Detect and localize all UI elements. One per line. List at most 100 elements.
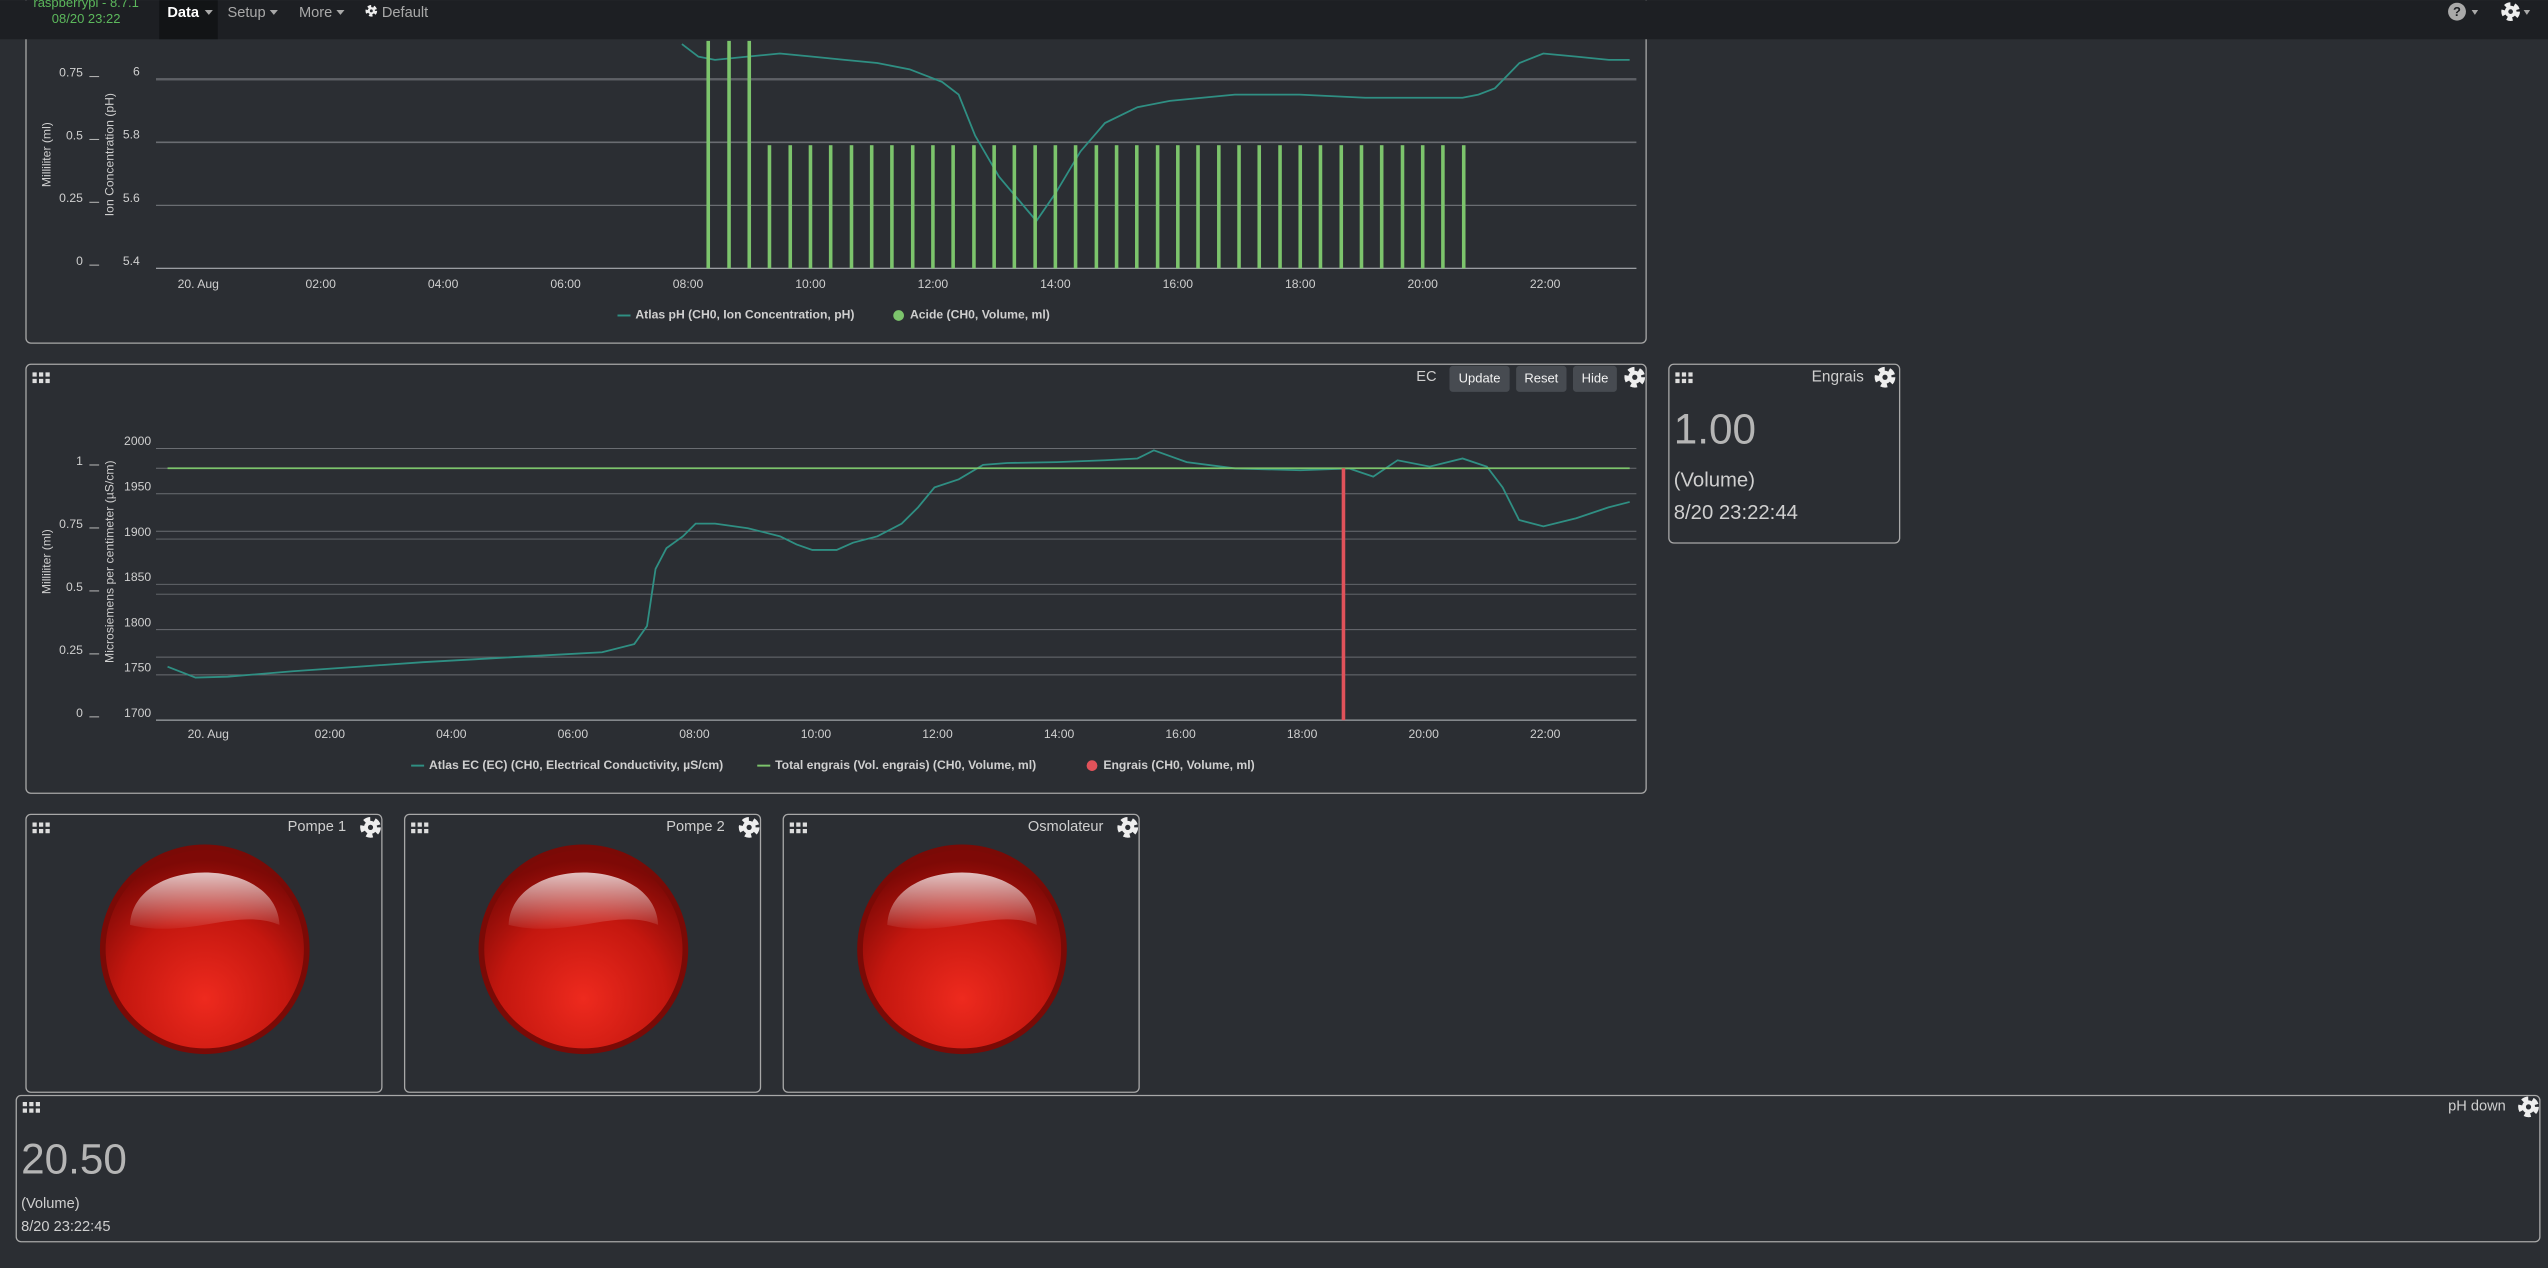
bar xyxy=(1379,145,1384,269)
hide-button-label[interactable]: Hide xyxy=(1582,370,1609,385)
settings-gear[interactable] xyxy=(1117,817,1139,838)
y2-tick-label: 0.5 xyxy=(66,580,83,594)
drag-dot xyxy=(39,822,44,827)
drag-dot xyxy=(1688,372,1693,377)
settings-gear[interactable] xyxy=(2501,2,2520,21)
x-tick-label: 16:00 xyxy=(1163,277,1194,291)
measurement-unit: (Volume) xyxy=(21,1196,79,1212)
y2-tick-label: 0.75 xyxy=(59,66,83,80)
y-tick-label: 5.8 xyxy=(123,128,140,142)
menu-caret xyxy=(204,10,345,15)
measurement-value: 20.50 xyxy=(21,1135,127,1182)
bar xyxy=(1359,145,1364,269)
drag-dot xyxy=(45,372,50,377)
y-tick-label: 1700 xyxy=(124,706,151,720)
y-tick-label: 5.6 xyxy=(123,191,140,205)
legend-label: Engrais (CH0, Volume, ml) xyxy=(1103,758,1254,772)
settings-gear[interactable] xyxy=(738,817,760,838)
y-axis-title: Ion Concentration (pH) xyxy=(103,93,117,216)
bar xyxy=(890,145,894,269)
update-button-label[interactable]: Update xyxy=(1459,370,1501,385)
measurement-timestamp: 8/20 23:22:44 xyxy=(1674,502,1798,524)
drag-dot xyxy=(32,829,37,834)
active-menu-background xyxy=(159,0,218,40)
button-shine xyxy=(130,872,280,929)
output-state-button[interactable] xyxy=(857,844,1067,1055)
y-tick-label: 2000 xyxy=(124,434,151,448)
menu-caret xyxy=(2471,10,2531,15)
bar xyxy=(1339,145,1344,269)
drag-dot xyxy=(1688,378,1693,384)
measurement-unit: (Volume) xyxy=(1674,470,1755,492)
legend-symbol xyxy=(1086,760,1098,771)
menu-dashboard[interactable]: Default xyxy=(382,5,428,21)
bar xyxy=(1012,145,1017,269)
drag-dot xyxy=(802,829,807,834)
bar xyxy=(931,145,935,269)
drag-dot xyxy=(35,1108,40,1113)
menu-data[interactable]: Data xyxy=(167,5,200,21)
reset-button-label[interactable]: Reset xyxy=(1524,370,1558,385)
x-tick-label: 02:00 xyxy=(305,277,336,291)
drag-dot xyxy=(29,1102,34,1107)
gear-hole xyxy=(1882,374,1888,380)
drag-dot xyxy=(1675,378,1680,384)
bar xyxy=(1461,145,1466,269)
settings-gear[interactable] xyxy=(2518,1096,2539,1118)
gear-teeth xyxy=(365,5,378,17)
x-tick-label: 12:00 xyxy=(922,727,953,741)
update-button[interactable] xyxy=(1449,365,1510,392)
settings-gear[interactable] xyxy=(1624,366,1646,388)
x-tick-label: 06:00 xyxy=(550,277,581,291)
gear-hole xyxy=(369,9,373,13)
drag-handle[interactable] xyxy=(1675,372,1693,384)
settings-gear[interactable] xyxy=(365,5,378,17)
x-tick-label: 14:00 xyxy=(1044,727,1075,741)
plot-area xyxy=(681,40,1630,269)
gear-teeth xyxy=(1624,366,1646,388)
clock: 08/20 23:22 xyxy=(52,11,121,26)
y2-tick-label: 0 xyxy=(76,706,83,720)
x-tick-label: 08:00 xyxy=(679,727,710,741)
widget-title: Engrais xyxy=(1812,368,1865,385)
drag-handle[interactable] xyxy=(789,822,807,834)
bar xyxy=(706,40,711,269)
hide-button[interactable] xyxy=(1573,365,1617,392)
x-tick-label: 22:00 xyxy=(1530,277,1561,291)
bar xyxy=(1053,145,1058,269)
drag-handle[interactable] xyxy=(32,822,50,834)
gear-hole xyxy=(1632,374,1638,380)
y-tick-label: 6 xyxy=(133,65,140,79)
brand[interactable]: raspberrypi - 8.7.1 xyxy=(33,0,139,10)
output-state-button[interactable] xyxy=(478,844,689,1055)
x-tick-label: 18:00 xyxy=(1285,277,1316,291)
menu-setup[interactable]: Setup xyxy=(228,5,266,21)
menu-more[interactable]: More xyxy=(299,5,332,21)
y-tick-label: 1950 xyxy=(124,480,151,494)
gear-hole xyxy=(1125,824,1131,830)
x-tick-label: 10:00 xyxy=(795,277,826,291)
gear-teeth xyxy=(2501,2,2520,21)
drag-handle[interactable] xyxy=(32,372,50,384)
button-shine xyxy=(887,872,1037,929)
gear-teeth xyxy=(360,817,381,838)
drag-dot xyxy=(789,822,794,827)
drag-handle[interactable] xyxy=(22,1102,40,1113)
bar xyxy=(910,145,915,269)
ph-down-widget xyxy=(15,1094,2541,1243)
drag-dot xyxy=(32,822,37,827)
drag-dot xyxy=(802,822,807,827)
bar xyxy=(727,40,731,269)
drag-handle[interactable] xyxy=(411,822,429,834)
measurement-timestamp: 8/20 23:22:45 xyxy=(21,1219,110,1235)
settings-gear[interactable] xyxy=(1874,366,1896,388)
ec-chart-widget xyxy=(25,363,1647,794)
bar xyxy=(1237,145,1241,269)
y2-tick-label: 0.75 xyxy=(59,517,83,531)
gear-teeth xyxy=(1874,366,1896,388)
output-state-button[interactable] xyxy=(99,844,310,1055)
reset-button[interactable] xyxy=(1516,365,1567,392)
help-icon[interactable] xyxy=(2448,2,2466,21)
settings-gear[interactable] xyxy=(360,817,381,838)
